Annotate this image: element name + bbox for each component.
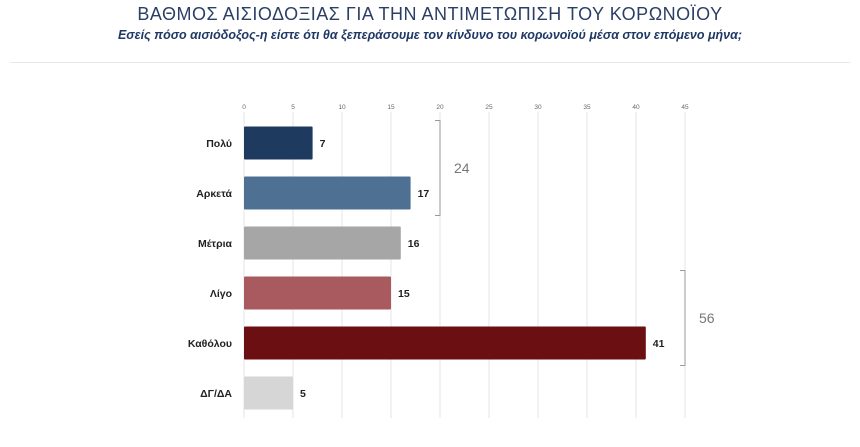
- value-label: 7: [320, 138, 326, 150]
- bar: [244, 126, 313, 160]
- value-label: 41: [653, 338, 665, 350]
- bar: [244, 226, 401, 260]
- category-label: ΔΓ/ΔΑ: [200, 388, 232, 400]
- group-bracket: [435, 120, 441, 216]
- category-label: Καθόλου: [188, 338, 232, 350]
- category-label: Πολύ: [206, 138, 232, 150]
- value-label: 17: [418, 188, 430, 200]
- group-total-label: 24: [454, 160, 470, 176]
- x-tick-label: 5: [291, 104, 295, 111]
- value-label: 15: [398, 288, 410, 300]
- category-label: Αρκετά: [196, 188, 232, 200]
- category-label: Λίγο: [210, 288, 232, 300]
- header-divider: [10, 62, 850, 63]
- value-label: 16: [408, 238, 420, 250]
- bar: [244, 276, 391, 310]
- x-tick-label: 40: [632, 104, 640, 111]
- group-bracket: [680, 270, 686, 366]
- group-total-label: 56: [699, 310, 715, 326]
- x-tick-label: 10: [338, 104, 346, 111]
- x-tick-label: 20: [436, 104, 444, 111]
- x-tick-label: 30: [534, 104, 542, 111]
- x-tick-label: 0: [242, 104, 246, 111]
- chart-title: ΒΑΘΜΟΣ ΑΙΣΙΟΔΟΞΙΑΣ ΓΙΑ ΤΗΝ ΑΝΤΙΜΕΤΩΠΙΣΗ …: [137, 4, 723, 24]
- bar: [244, 376, 293, 410]
- x-tick-label: 35: [583, 104, 591, 111]
- category-label: Μέτρια: [198, 238, 233, 250]
- x-tick-label: 15: [387, 104, 395, 111]
- bar: [244, 326, 646, 360]
- x-tick-label: 45: [681, 104, 689, 111]
- x-tick-label: 25: [485, 104, 493, 111]
- bar: [244, 176, 411, 210]
- chart-subtitle: Εσείς πόσο αισιόδοξος-η είστε ότι θα ξεπ…: [117, 28, 743, 42]
- value-label: 5: [300, 388, 306, 400]
